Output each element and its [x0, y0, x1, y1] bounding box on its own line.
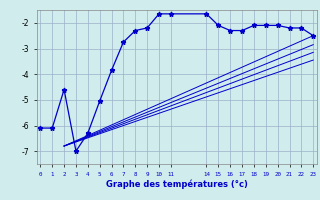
- X-axis label: Graphe des températures (°c): Graphe des températures (°c): [106, 179, 248, 189]
